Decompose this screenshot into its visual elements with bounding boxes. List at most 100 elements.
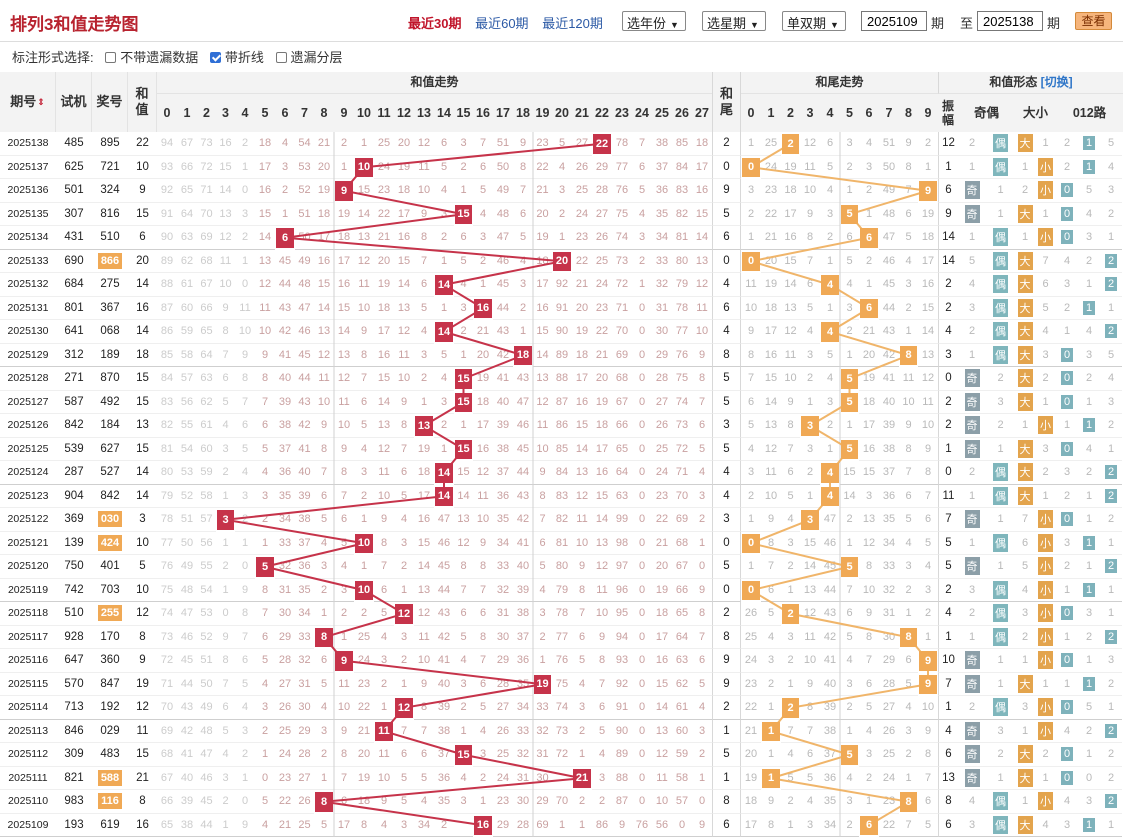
tail-omission-cell: 41 [879, 367, 899, 391]
bs-cell-right: 4 [1035, 814, 1056, 837]
prize-highlight: 116 [98, 793, 122, 810]
page-title: 排列3和值走势图 [10, 15, 139, 34]
omission-cell: 17 [652, 626, 672, 649]
omission-cell: 72 [612, 273, 632, 297]
tail-cell: 0 [712, 249, 741, 273]
prize-highlight: 030 [97, 511, 123, 528]
sum-cell: 16 [128, 814, 157, 837]
omission-cell: 4 [374, 626, 394, 649]
bs-cell-left: 5 [1015, 555, 1035, 579]
bs-omission: 4 [1021, 583, 1029, 596]
bs-mark: 大 [1017, 463, 1033, 482]
checkbox-icon[interactable] [275, 52, 287, 63]
omission-cell: 4 [692, 461, 712, 485]
parity-select[interactable]: 单双期 ▼ [782, 11, 846, 31]
tail-omission-cell: 6 [840, 602, 859, 626]
tail-omission-cell: 4 [840, 767, 859, 790]
tail-mark: 8 [900, 792, 917, 812]
omission-cell: 43 [513, 367, 533, 391]
tail-omission-cell: 6 [899, 485, 918, 508]
omission-cell: 20 [394, 132, 414, 156]
year-select[interactable]: 选年份 ▼ [622, 11, 686, 31]
omission-cell: 28 [652, 367, 672, 391]
sort-updown-icon[interactable]: ⇕ [37, 96, 45, 107]
option-omission-layers[interactable]: 遗漏分层 [275, 50, 343, 65]
tail-omission-cell: 1 [899, 767, 918, 790]
issue-cell: 2025135 [0, 203, 56, 226]
oe-cell-right: 2 [986, 367, 1015, 391]
omission-cell: 6 [454, 226, 473, 250]
omission-cell: 7 [334, 485, 354, 508]
range-120-link[interactable]: 最近120期 [542, 16, 603, 31]
road-omission-cell: 3 [1056, 273, 1078, 297]
omission-cell: 91 [612, 696, 632, 720]
omission-cell: 2 [374, 673, 394, 696]
switch-link[interactable]: [切换] [1040, 75, 1073, 90]
range-60-link[interactable]: 最近60期 [475, 16, 529, 31]
omission-cell: 30 [295, 696, 314, 720]
omission-cell: 96 [612, 579, 632, 602]
omission-cell: 42 [513, 508, 533, 532]
omission-cell: 3 [354, 461, 374, 485]
omission-cell: 49 [295, 250, 314, 273]
road-omission-cell: 2 [1056, 132, 1078, 156]
checkbox-checked-icon[interactable] [209, 52, 221, 63]
road-omission-cell: 3 [1056, 461, 1078, 485]
omission-cell: 1 [513, 320, 533, 344]
omission-cell: 54 [295, 132, 314, 156]
start-issue-input[interactable] [861, 11, 927, 31]
omission-cell: 7 [454, 579, 473, 602]
end-issue-input[interactable] [977, 11, 1043, 31]
omission-cell: 6 [414, 743, 434, 767]
omission-cell: 33 [493, 555, 513, 579]
top-bar: 排列3和值走势图 最近30期 最近60期 最近120期 选年份 ▼ 选星期 ▼ 单双… [0, 0, 1123, 42]
omission-cell: 92 [157, 179, 177, 203]
omission-cell: 24 [493, 767, 513, 790]
tail-omission-cell: 3 [840, 673, 859, 696]
road-omission-cell: 4 [1056, 250, 1078, 273]
prize-cell: 189 [92, 344, 128, 367]
oe-omission: 1 [997, 207, 1004, 220]
trial-cell: 684 [56, 273, 92, 297]
tail-omission-cell: 8 [918, 461, 938, 485]
omission-cell: 83 [672, 179, 692, 203]
option-with-lines[interactable]: 带折线 [209, 50, 264, 65]
omission-cell: 38 [177, 814, 197, 837]
road-omission-cell: 1 [1056, 673, 1078, 696]
week-select[interactable]: 选星期 ▼ [702, 11, 766, 31]
tail-omission-cell: 18 [918, 226, 938, 250]
omission-cell: 20 [533, 203, 552, 226]
omission-cell: 4 [235, 461, 255, 485]
view-button[interactable]: 查看 [1075, 12, 1112, 30]
range-30-link[interactable]: 最近30期 [408, 16, 462, 31]
omission-cell: 2 [235, 508, 255, 532]
oe-cell-left: 奇 [958, 179, 986, 203]
tail-omission-cell: 17 [859, 414, 879, 438]
omission-cell: 38 [295, 508, 314, 532]
omission-cell: 10 [314, 391, 334, 414]
tail-omission-cell: 11 [781, 344, 800, 367]
oe-mark: 偶 [993, 533, 1008, 552]
amp-cell: 7 [938, 672, 958, 696]
trial-cell: 539 [56, 438, 92, 461]
omission-cell: 51 [295, 203, 314, 226]
checkbox-icon[interactable] [105, 52, 117, 63]
option-no-omission[interactable]: 不带遗漏数据 [105, 50, 198, 65]
omission-cell: 32 [513, 743, 533, 767]
omission-cell: 1 [434, 297, 454, 320]
sum-col-header: 1 [177, 94, 197, 132]
oe-omission: 3 [997, 395, 1004, 408]
omission-cell: 77 [157, 532, 177, 555]
sum-col-header: 3 [216, 94, 235, 132]
omission-cell: 41 [275, 344, 295, 367]
omission-cell: 15 [374, 367, 394, 391]
bs-omission: 2 [1042, 372, 1049, 385]
tail-omission-cell: 17 [781, 203, 800, 226]
tail-col-header: 5 [840, 94, 859, 132]
tail-omission-cell: 15 [800, 532, 820, 555]
omission-cell: 9 [533, 461, 552, 485]
oe-cell-right: 偶 [986, 297, 1015, 320]
omission-cell: 15 [216, 156, 235, 179]
omission-cell: 17 [592, 438, 612, 461]
omission-cell: 91 [552, 297, 572, 320]
